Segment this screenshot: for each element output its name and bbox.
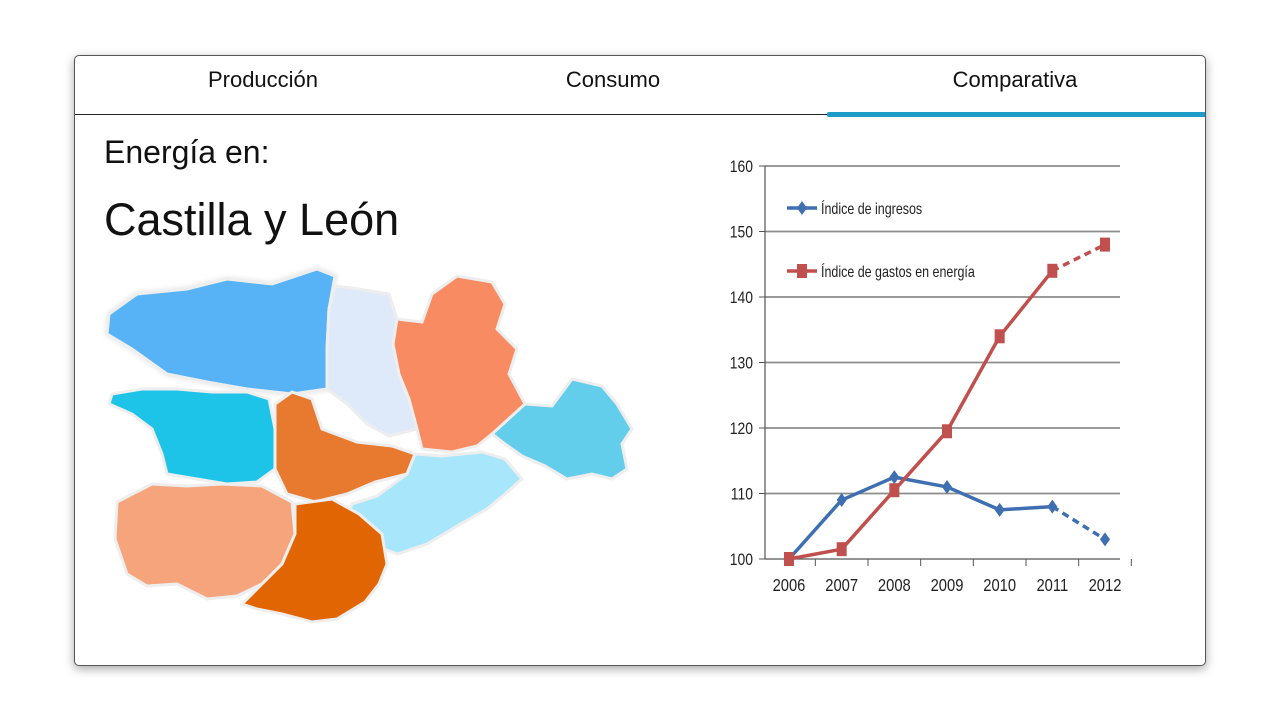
y-tick-label: 100	[730, 551, 754, 570]
content-card: Producción Consumo Comparativa Energía e…	[74, 55, 1206, 666]
series-line-2	[788, 269, 1054, 561]
map-province-zamora	[107, 387, 277, 486]
data-point-diamond	[1100, 532, 1110, 547]
chart-legend: Índice de ingresos Índice de gastos en en…	[787, 200, 975, 282]
series-line-1	[787, 475, 1053, 561]
y-tick-label: 120	[730, 420, 754, 439]
y-tick-label: 140	[730, 289, 754, 308]
x-tick-label: 2006	[773, 576, 806, 596]
data-point-diamond	[994, 502, 1005, 517]
data-point-square	[1047, 263, 1058, 278]
map-province-soria	[489, 377, 634, 481]
data-point-square	[836, 542, 847, 557]
x-tick-label: 2009	[931, 576, 964, 596]
chart-axes: 100 110 120 130 140 150 160 2006 2007 2008 2009 201…	[730, 158, 1132, 596]
map-province-avila	[239, 497, 389, 624]
x-tick-label: 2008	[878, 576, 911, 596]
tab-consumo[interactable]: Consumo	[565, 67, 661, 92]
map-province-segovia	[343, 450, 525, 556]
tab-comparativa[interactable]: Comparativa	[952, 67, 1078, 92]
active-tab-indicator	[827, 112, 1205, 117]
tab-divider	[75, 114, 827, 115]
legend-label: Índice de gastos en energía	[821, 263, 975, 282]
heading-prefix: Energía en:	[104, 134, 270, 170]
data-point-square	[1100, 237, 1110, 252]
y-tick-label: 160	[730, 158, 754, 177]
data-point-square	[889, 483, 900, 498]
data-point-diamond	[836, 493, 847, 508]
data-point-square	[784, 552, 794, 566]
map-province-leon	[105, 267, 337, 396]
line-chart: 100 110 120 130 140 150 160 2006 2007 2008 2009 201…	[730, 158, 1132, 596]
data-point-diamond	[1047, 499, 1058, 514]
legend-marker-diamond	[797, 201, 807, 215]
series-projection-2	[1051, 243, 1106, 273]
data-point-square	[994, 329, 1005, 344]
page-title: Castilla y León	[104, 194, 400, 245]
data-point-diamond	[942, 479, 952, 494]
x-tick-label: 2012	[1089, 576, 1122, 596]
chart-grid	[765, 165, 1120, 495]
y-tick-label: 110	[731, 485, 754, 504]
data-point-diamond	[889, 470, 900, 485]
y-tick-label: 130	[730, 354, 754, 373]
series-projection-1	[1051, 505, 1106, 541]
legend-label: Índice de ingresos	[821, 200, 922, 219]
x-tick-label: 2011	[1036, 576, 1068, 596]
data-point-square	[942, 424, 952, 439]
chart-lines	[784, 237, 1110, 566]
y-tick-label: 150	[730, 223, 754, 242]
tab-bar: Producción Consumo Comparativa	[75, 56, 1205, 118]
x-tick-label: 2007	[825, 576, 858, 596]
tab-produccion[interactable]: Producción	[207, 67, 319, 92]
legend-marker-square	[797, 264, 807, 278]
region-map	[104, 266, 634, 624]
x-tick-label: 2010	[983, 576, 1016, 596]
